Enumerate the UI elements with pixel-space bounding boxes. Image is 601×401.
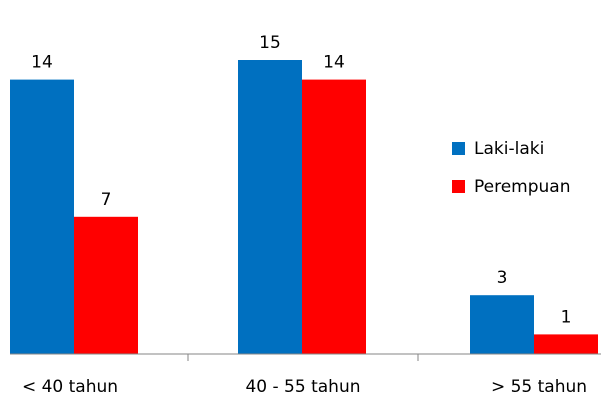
legend-label: Perempuan xyxy=(474,177,571,197)
legend-swatch xyxy=(452,180,465,193)
bar-laki-laki-2 xyxy=(470,295,534,354)
bar-perempuan-2 xyxy=(534,334,598,354)
value-label: 14 xyxy=(323,53,345,73)
value-label: 1 xyxy=(561,307,572,327)
x-tick-label: < 40 tahun xyxy=(22,377,118,397)
value-labels-group: 14 7 15 14 3 1 xyxy=(31,33,571,327)
bar-perempuan-0 xyxy=(74,216,138,354)
value-label: 15 xyxy=(259,33,281,53)
bar-laki-laki-0 xyxy=(10,79,74,354)
x-tick-label: 40 - 55 tahun xyxy=(245,377,360,397)
legend-swatch xyxy=(452,142,465,155)
x-axis xyxy=(10,353,601,361)
value-label: 14 xyxy=(31,53,53,73)
bar-perempuan-1 xyxy=(302,79,366,354)
value-label: 3 xyxy=(497,268,508,288)
legend: Laki-laki Perempuan xyxy=(452,139,571,197)
bars-group xyxy=(10,60,598,354)
value-label: 7 xyxy=(101,190,112,210)
x-tick-label: > 55 tahun xyxy=(491,377,587,397)
bar-laki-laki-1 xyxy=(238,60,302,354)
legend-label: Laki-laki xyxy=(474,139,544,159)
x-tick-labels: < 40 tahun 40 - 55 tahun > 55 tahun xyxy=(22,377,587,397)
